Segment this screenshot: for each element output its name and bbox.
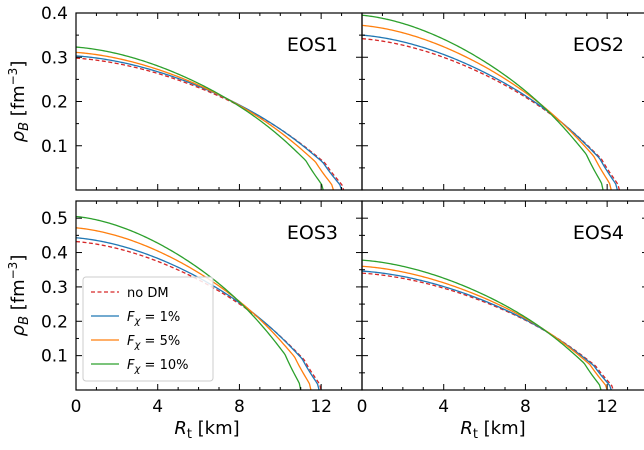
y-axis-label-close: ]: [8, 255, 29, 262]
panel-label: EOS2: [573, 34, 624, 56]
y-axis-label-unit: [fm: [8, 85, 29, 122]
y-tick-label: 0.4: [41, 4, 68, 24]
x-tick-label: 4: [438, 397, 449, 417]
y-axis-label-close: ]: [8, 61, 29, 68]
panel-eos1: 0.1 0.2 0.3 0.4 EOS1 ρB [fm−3]: [6, 4, 363, 191]
y-axis-label-subscript: B: [17, 122, 32, 131]
legend-entry: no DM: [91, 286, 169, 301]
series-line-no-dm: [362, 272, 614, 390]
y-tick-label: 0.1: [41, 347, 68, 367]
series-line-5pct: [362, 24, 612, 190]
series-line-10pct: [362, 259, 602, 390]
x-tick-label: 8: [234, 397, 245, 417]
series-line-no-dm: [362, 38, 621, 190]
panel-label: EOS1: [287, 34, 338, 56]
curves: [362, 259, 614, 390]
y-tick-label: 0.5: [41, 209, 68, 229]
y-tick-label: 0.1: [41, 137, 68, 157]
y-axis-label: ρB [fm−3]: [6, 255, 32, 337]
series-line-no-dm: [76, 57, 345, 190]
y-axis-label-symbol: ρ: [8, 324, 29, 336]
legend-label-part: χ: [133, 364, 141, 375]
panel-eos2: EOS2: [361, 12, 644, 191]
panel-label: EOS4: [573, 222, 624, 244]
legend-label-part: no DM: [127, 286, 169, 301]
legend-label: no DM: [127, 286, 169, 301]
series-line-5pct: [362, 265, 608, 390]
x-axis-label-symbol: R: [460, 418, 473, 439]
y-tick-label: 0.2: [41, 312, 68, 332]
y-axis-label-exponent: −3: [6, 68, 20, 86]
y-tick-label: 0.3: [41, 48, 68, 68]
legend-label-part: = 5%: [140, 334, 180, 349]
series-line-1pct: [362, 34, 618, 190]
legend-label-part: F: [127, 334, 135, 349]
legend-label: Fχ = 10%: [127, 358, 188, 375]
x-axis-label: Rt [km]: [174, 418, 239, 442]
x-tick-label: 0: [357, 397, 368, 417]
panel-eos3: 0 4 8 12 0.1 0.2 0.3 0.4 0.5 EOS3 Rt [km] ρB [fm−3]…: [6, 200, 363, 442]
legend-label-part: F: [127, 310, 135, 325]
curves: [76, 46, 345, 190]
series-line-1pct: [362, 270, 612, 390]
panel-label: EOS3: [287, 222, 338, 244]
legend-label-part: χ: [133, 316, 141, 327]
series-line-10pct: [362, 14, 604, 190]
legend-box: [82, 276, 214, 382]
x-axis-label: Rt [km]: [460, 418, 525, 442]
x-tick-label: 0: [71, 397, 82, 417]
series-line-5pct: [76, 227, 312, 390]
legend-entry: Fχ = 10%: [91, 358, 188, 375]
legend-label-part: = 1%: [140, 310, 180, 325]
series-line-1pct: [76, 55, 343, 190]
legend-entry: Fχ = 1%: [91, 310, 180, 327]
x-axis-label-subscript: t: [473, 427, 478, 442]
series-line-10pct: [76, 215, 302, 390]
y-tick-label: 0.2: [41, 93, 68, 113]
y-axis-label-unit: [fm: [8, 279, 29, 316]
x-axis-label-symbol: R: [174, 418, 187, 439]
legend-label: Fχ = 1%: [127, 310, 180, 327]
y-axis-label-exponent: −3: [6, 262, 20, 280]
x-tick-label: 12: [310, 397, 332, 417]
series-line-5pct: [76, 51, 335, 190]
x-tick-label: 8: [520, 397, 531, 417]
legend-label-part: F: [127, 358, 135, 373]
x-axis-label-unit: [km]: [478, 418, 526, 439]
y-tick-label: 0.4: [41, 244, 68, 264]
legend-label: Fχ = 5%: [127, 334, 180, 351]
x-tick-label: 12: [596, 397, 618, 417]
legend-entry: Fχ = 5%: [91, 334, 180, 351]
y-axis-label-symbol: ρ: [8, 130, 29, 142]
x-axis-label-unit: [km]: [192, 418, 240, 439]
curves: [362, 14, 621, 190]
legend-label-part: = 10%: [140, 358, 188, 373]
y-tick-label: 0.3: [41, 278, 68, 298]
y-axis-label: ρB [fm−3]: [6, 61, 32, 143]
y-axis-label-subscript: B: [17, 316, 32, 325]
x-axis-label-subscript: t: [187, 427, 192, 442]
legend-label-part: χ: [133, 340, 141, 351]
x-tick-label: 4: [152, 397, 163, 417]
panel-eos4: 0 4 8 12 EOS4 Rt [km]: [357, 200, 644, 442]
series-line-10pct: [76, 46, 324, 190]
